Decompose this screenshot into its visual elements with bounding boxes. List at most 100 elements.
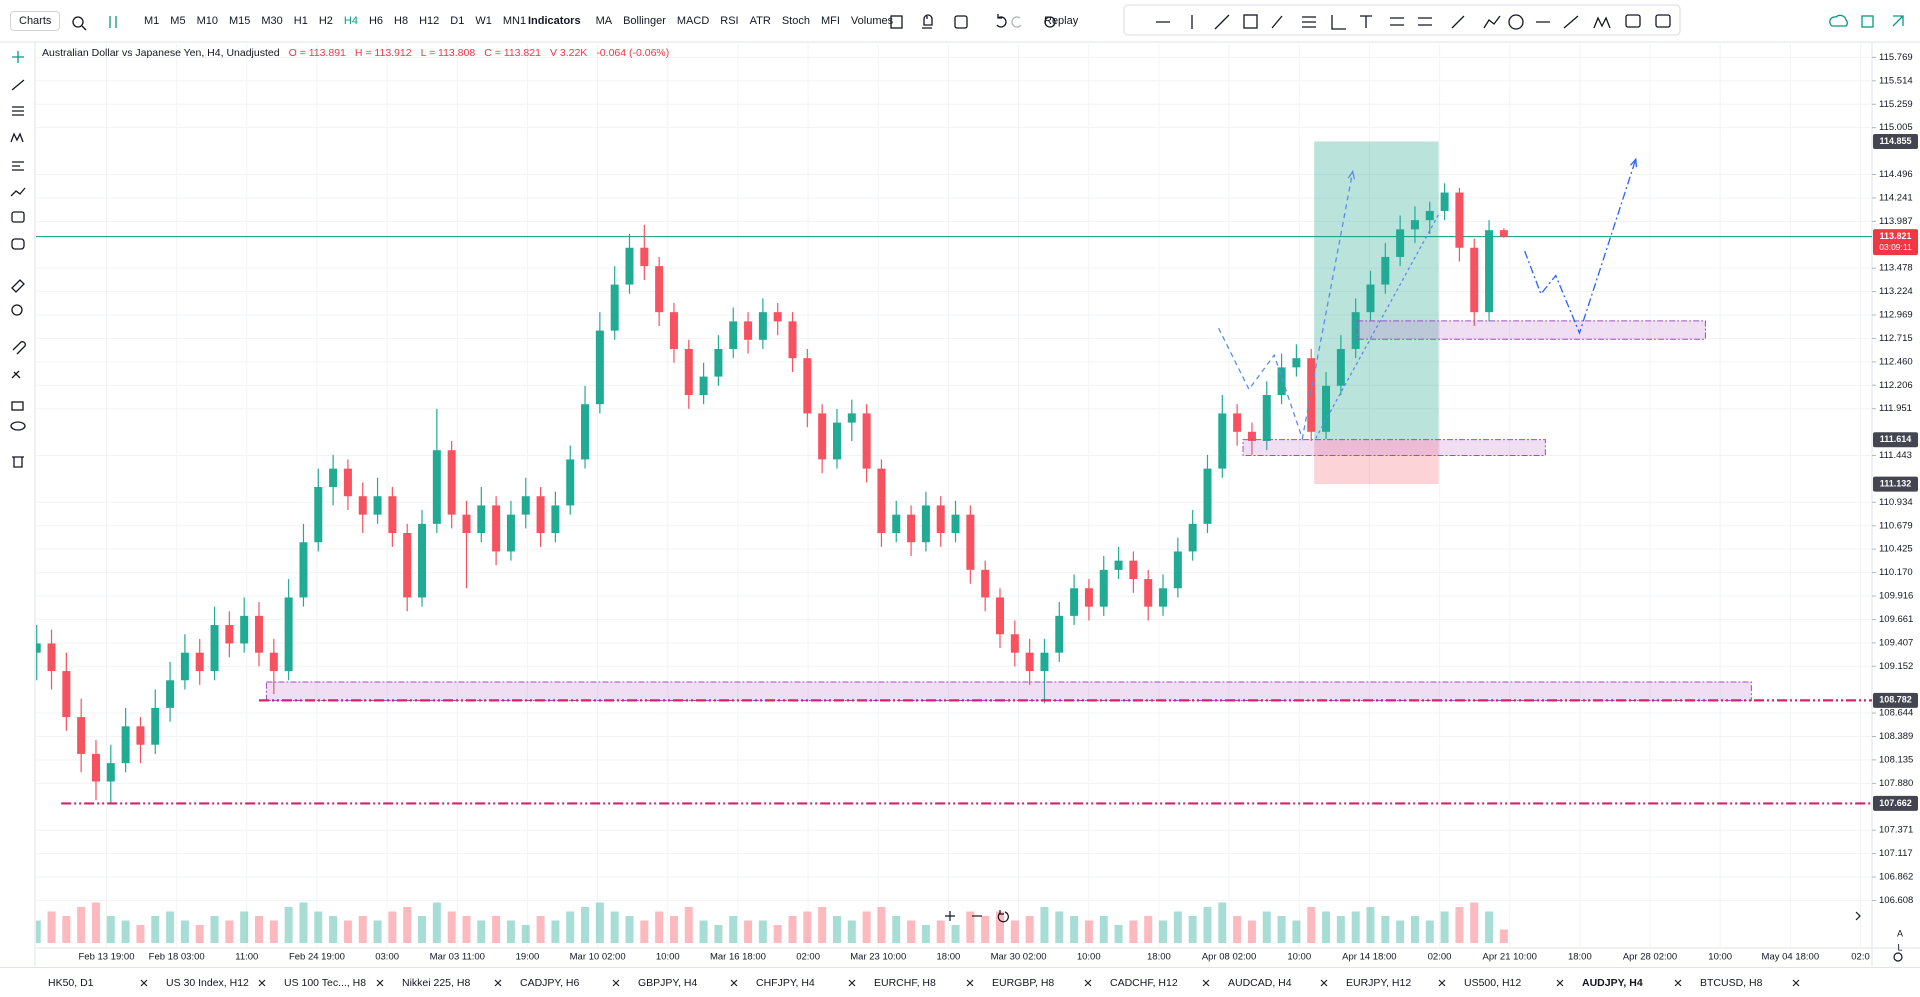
symbol-tab[interactable]: CHFJPY, H4	[748, 977, 866, 989]
forecast-tool[interactable]	[11, 188, 25, 196]
visibility-tool[interactable]	[11, 422, 25, 430]
pattern-tool[interactable]	[11, 134, 23, 142]
timeframe-button[interactable]: W1	[475, 15, 492, 27]
tab-close[interactable]	[1674, 979, 1682, 987]
symbol-tab[interactable]: BTCUSD, H8	[1692, 977, 1810, 989]
candle-body	[107, 763, 115, 781]
axis-button[interactable]: A	[1897, 928, 1903, 938]
tab-close[interactable]	[1556, 979, 1564, 987]
candle-body	[329, 469, 337, 487]
timeframe-button[interactable]: H2	[319, 15, 333, 27]
indicators-button[interactable]: Indicators	[528, 15, 581, 27]
draw-mode-tool[interactable]	[12, 371, 20, 378]
candle-body	[774, 312, 782, 321]
indicator-button[interactable]: Volumes	[851, 15, 893, 27]
volume-bar	[240, 912, 248, 944]
line-tool[interactable]	[12, 80, 24, 90]
charts-button[interactable]: Charts	[10, 11, 60, 31]
candle-body	[1455, 193, 1463, 248]
axes: 115.769115.514115.259115.005114.496114.2…	[79, 52, 1920, 963]
gann-tool[interactable]	[12, 162, 24, 170]
tab-close[interactable]	[966, 979, 974, 987]
tab-close[interactable]	[1084, 979, 1092, 987]
symbol-tab[interactable]: US 30 Index, H12	[158, 977, 276, 989]
volume-bar	[1189, 916, 1197, 943]
zoom-in[interactable]	[945, 911, 955, 921]
timeframe-button[interactable]: M15	[229, 15, 250, 27]
indicator-button[interactable]: Stoch	[782, 15, 810, 27]
timeframe-button[interactable]: M1	[144, 15, 159, 27]
volume-bar	[981, 916, 989, 943]
tab-close[interactable]	[848, 979, 856, 987]
text-tool[interactable]	[12, 212, 24, 222]
crosshair-tool[interactable]	[12, 51, 24, 63]
timeframe-button[interactable]: M30	[261, 15, 282, 27]
magnet-tool[interactable]	[13, 342, 25, 354]
symbol-tab[interactable]: CADCHF, H12	[1102, 977, 1220, 989]
tab-close[interactable]	[258, 979, 266, 987]
symbol-tab[interactable]: EURJPY, H12	[1338, 977, 1456, 989]
lock-tool[interactable]	[12, 402, 23, 410]
tab-close-icon	[141, 980, 147, 986]
symbol-tab[interactable]: CADJPY, H6	[512, 977, 630, 989]
tab-close[interactable]	[1320, 979, 1328, 987]
axis-button[interactable]: L	[1897, 942, 1902, 952]
symbol-tab[interactable]: US 100 Tec..., H8	[276, 977, 394, 989]
timeframe-button[interactable]: D1	[450, 15, 464, 27]
timeframe-button[interactable]: H6	[369, 15, 383, 27]
tab-close[interactable]	[1792, 979, 1800, 987]
tab-label: HK50, D1	[48, 977, 94, 989]
price-countdown: 03:09:11	[1879, 242, 1912, 252]
delete-tool[interactable]	[12, 457, 24, 467]
tab-close[interactable]	[376, 979, 384, 987]
tab-close[interactable]	[1202, 979, 1210, 987]
volume-bar	[418, 916, 426, 943]
volume-bar	[1485, 912, 1493, 944]
indicator-button[interactable]: MACD	[677, 15, 709, 27]
candle-body	[818, 413, 826, 459]
timeframe-button[interactable]: M5	[170, 15, 185, 27]
tab-close[interactable]	[494, 979, 502, 987]
symbol-tab[interactable]: GBPJPY, H4	[630, 977, 748, 989]
ohlc-value: O = 113.891	[289, 47, 346, 59]
ruler-tool[interactable]	[12, 280, 24, 292]
symbol-tab[interactable]: Nikkei 225, H8	[394, 977, 512, 989]
icon-tool[interactable]	[12, 239, 24, 249]
timeframe-button[interactable]: MN1	[503, 15, 526, 27]
timeframe-button[interactable]: H1	[294, 15, 308, 27]
indicator-button[interactable]: Bollinger	[623, 15, 666, 27]
tab-close[interactable]	[612, 979, 620, 987]
zoom-tool[interactable]	[12, 305, 22, 315]
candle-body	[225, 625, 233, 643]
timeframe-button[interactable]: H8	[394, 15, 408, 27]
symbol-tab[interactable]: AUDJPY, H4	[1574, 977, 1692, 989]
symbol-tab[interactable]: EURGBP, H8	[984, 977, 1102, 989]
candle-body	[1085, 588, 1093, 606]
symbol-tab[interactable]: US500, H12	[1456, 977, 1574, 989]
timeframe-button[interactable]: M10	[197, 15, 218, 27]
tab-close[interactable]	[1438, 979, 1446, 987]
x-tick-label: 02:00	[796, 952, 820, 963]
indicator-button[interactable]: RSI	[720, 15, 738, 27]
settings-icon[interactable]	[1894, 953, 1902, 961]
indicator-button[interactable]: MFI	[821, 15, 840, 27]
volume-bar	[77, 907, 85, 943]
replay-button[interactable]: Replay	[1044, 15, 1078, 27]
x-tick-label: 19:00	[516, 952, 540, 963]
volume-bar	[759, 921, 767, 944]
symbol-tab[interactable]: HK50, D1	[40, 977, 158, 989]
indicator-button[interactable]: MA	[596, 15, 613, 27]
symbol-tab[interactable]: EURCHF, H8	[866, 977, 984, 989]
tab-close[interactable]	[730, 979, 738, 987]
candle-body	[151, 708, 159, 745]
timeframe-button[interactable]: H4	[344, 15, 358, 27]
symbol-tab[interactable]: AUDCAD, H4	[1220, 977, 1338, 989]
timeframe-button[interactable]: H12	[419, 15, 439, 27]
candle-body	[907, 515, 915, 543]
tab-close[interactable]	[140, 979, 148, 987]
indicator-button[interactable]: ATR	[750, 15, 771, 27]
fib-tool[interactable]	[12, 107, 24, 115]
scroll-right[interactable]	[1856, 912, 1860, 920]
candle-body	[33, 643, 41, 652]
